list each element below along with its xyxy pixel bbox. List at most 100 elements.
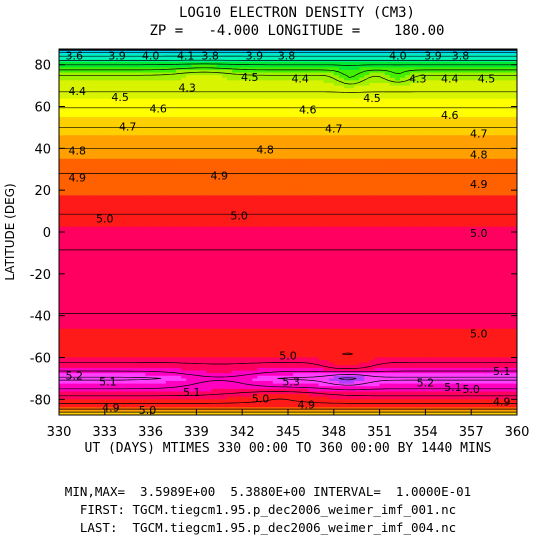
field-cell: [440, 90, 447, 95]
field-cell: [221, 164, 228, 168]
field-cell: [277, 51, 284, 55]
field-cell: [333, 127, 340, 131]
field-cell: [506, 137, 513, 142]
field-cell: [303, 101, 309, 105]
field-cell: [338, 111, 345, 115]
field-cell: [349, 150, 355, 155]
field-cell: [221, 127, 228, 131]
field-cell: [318, 88, 325, 92]
field-cell: [328, 140, 335, 144]
field-cell: [120, 103, 126, 108]
field-cell: [242, 148, 248, 152]
field-cell: [399, 145, 406, 149]
field-cell: [140, 150, 147, 155]
field-cell: [379, 67, 386, 71]
field-cell: [430, 122, 437, 126]
field-cell: [262, 132, 269, 136]
field-cell: [282, 67, 289, 71]
field-cell: [232, 69, 238, 74]
field-cell: [94, 98, 101, 102]
field-cell: [501, 75, 508, 79]
field-cell: [201, 85, 208, 89]
field-cell: [79, 158, 86, 163]
field-cell: [89, 166, 96, 170]
field-cell: [186, 93, 192, 97]
field-cell: [354, 124, 360, 129]
field-cell: [74, 62, 80, 66]
field-cell: [313, 148, 320, 152]
field-cell: [394, 59, 401, 63]
field-cell: [237, 101, 243, 105]
field-cell: [298, 143, 304, 147]
field-cell: [104, 150, 111, 155]
field-cell: [288, 67, 294, 71]
field-cell: [440, 101, 447, 105]
field-cell: [415, 164, 421, 168]
field-cell: [349, 119, 355, 123]
field-cell: [323, 114, 330, 118]
field-cell: [303, 75, 309, 79]
field-cell: [384, 137, 391, 142]
field-cell: [125, 148, 131, 152]
field-cell: [399, 158, 406, 163]
field-cell: [308, 143, 315, 147]
field-cell: [201, 150, 208, 155]
field-cell: [69, 145, 75, 149]
field-cell: [506, 80, 513, 84]
field-cell: [155, 54, 162, 58]
field-cell: [328, 119, 335, 123]
field-cell: [450, 85, 457, 89]
field-cell: [298, 82, 304, 87]
field-cell: [313, 67, 320, 71]
field-cell: [114, 164, 121, 168]
field-cell: [384, 80, 391, 84]
field-cell: [481, 132, 488, 136]
field-cell: [394, 75, 401, 79]
field-cell: [384, 164, 391, 168]
field-cell: [481, 98, 488, 102]
field-cell: [481, 148, 488, 152]
field-cell: [384, 132, 391, 136]
field-cell: [242, 150, 248, 155]
field-cell: [496, 119, 503, 123]
field-cell: [394, 124, 401, 129]
field-cell: [506, 56, 513, 61]
field-cell: [150, 111, 157, 115]
field-cell: [109, 137, 116, 142]
field-cell: [64, 153, 70, 157]
field-cell: [140, 135, 147, 139]
field-cell: [435, 75, 442, 79]
field-cell: [323, 54, 330, 58]
field-cell: [181, 127, 187, 131]
field-cell: [379, 130, 386, 134]
field-cell: [257, 127, 264, 131]
field-cell: [125, 116, 131, 121]
field-cell: [242, 51, 248, 55]
field-cell: [379, 124, 386, 129]
field-cell: [125, 56, 131, 61]
field-cell: [242, 98, 248, 102]
field-cell: [425, 72, 432, 76]
field-cell: [165, 90, 172, 95]
field-cell: [232, 98, 238, 102]
field-cell: [176, 64, 182, 68]
field-cell: [84, 124, 91, 129]
field-cell: [410, 150, 416, 155]
field-cell: [135, 124, 142, 129]
field-cell: [99, 166, 106, 170]
field-cell: [196, 124, 203, 129]
field-cell: [491, 96, 498, 100]
field-cell: [211, 51, 218, 55]
field-cell: [109, 67, 116, 71]
field-cell: [272, 148, 279, 152]
field-cell: [232, 127, 238, 131]
field-cell: [445, 127, 452, 131]
field-cell: [84, 54, 91, 58]
field-cell: [455, 82, 462, 87]
field-cell: [430, 101, 437, 105]
field-cell: [181, 156, 187, 160]
field-cell: [343, 56, 350, 61]
field-cell: [343, 85, 350, 89]
field-cell: [323, 137, 330, 142]
field-cell: [298, 93, 304, 97]
